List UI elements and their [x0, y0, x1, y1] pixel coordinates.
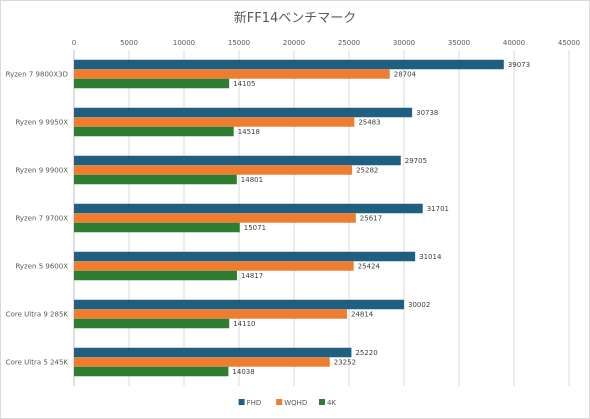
bar-4k	[74, 222, 240, 233]
category-label: Ryzen 7 9700X	[15, 215, 68, 223]
bars	[74, 59, 504, 377]
legend-swatch-wqhd	[276, 399, 283, 405]
value-label: 25220	[355, 349, 377, 357]
bar-wqhd	[74, 213, 356, 223]
bar-4k	[74, 126, 234, 137]
bar-fhd	[74, 59, 504, 70]
legend-label-4k: 4K	[327, 399, 336, 407]
legend-label-wqhd: WQHD	[284, 399, 307, 407]
bar-wqhd	[74, 357, 330, 367]
value-label: 14518	[238, 128, 260, 136]
value-label: 25483	[358, 119, 380, 127]
category-label: Ryzen 9 9900X	[15, 167, 68, 175]
chart-title: 新FF14ベンチマーク	[234, 10, 357, 26]
x-tick-label: 15000	[228, 39, 250, 47]
bar-fhd	[74, 251, 416, 262]
category-label: Ryzen 9 9950X	[15, 119, 68, 127]
value-label: 30738	[416, 109, 438, 117]
x-tick-label: 0	[72, 39, 76, 47]
x-tick-label: 5000	[120, 39, 138, 47]
category-label: Core Ultra 9 285K	[6, 311, 69, 319]
bar-4k	[74, 366, 229, 377]
x-tick-label: 35000	[448, 39, 470, 47]
value-label: 25282	[356, 167, 378, 175]
value-label: 14105	[233, 80, 255, 88]
gridlines	[73, 50, 570, 386]
bar-wqhd	[74, 117, 355, 127]
bar-wqhd	[74, 261, 354, 271]
category-label: Core Ultra 5 245K	[6, 359, 69, 367]
category-label: Ryzen 5 9600X	[15, 263, 68, 271]
value-label: 14110	[233, 320, 255, 328]
value-label: 31701	[427, 205, 449, 213]
bar-4k	[74, 318, 230, 329]
bar-fhd	[74, 347, 352, 358]
value-label: 14817	[241, 272, 263, 280]
bar-fhd	[74, 299, 405, 310]
bar-wqhd	[74, 309, 347, 319]
value-label: 30002	[408, 301, 430, 309]
bar-fhd	[74, 107, 413, 118]
value-label: 29705	[405, 157, 427, 165]
bar-4k	[74, 270, 237, 281]
x-axis-ticks: 0 5000 10000 15000 20000 25000 30000 35000 40000…	[72, 39, 580, 47]
x-tick-label: 45000	[558, 39, 580, 47]
x-tick-label: 25000	[338, 39, 360, 47]
x-tick-label: 20000	[283, 39, 305, 47]
legend-label-fhd: FHD	[247, 399, 262, 407]
bar-wqhd	[74, 165, 353, 175]
legend-swatch-fhd	[238, 399, 245, 405]
value-label: 24814	[351, 311, 374, 319]
category-labels: Ryzen 7 9800X3D Ryzen 9 9950X Ryzen 9 9900…	[6, 71, 69, 367]
legend-swatch-4k	[319, 399, 325, 405]
bar-fhd	[74, 203, 423, 214]
value-label: 28704	[394, 71, 417, 79]
bar-fhd	[74, 155, 401, 166]
value-label: 39073	[508, 61, 530, 69]
value-label: 14038	[232, 368, 254, 376]
bar-4k	[74, 174, 237, 185]
x-tick-label: 30000	[393, 39, 415, 47]
value-label: 14801	[241, 176, 263, 184]
value-labels: 39073 28704 14105 30738 25483 14518 29705 25282…	[232, 61, 530, 376]
category-label: Ryzen 7 9800X3D	[6, 71, 68, 79]
value-label: 23252	[334, 359, 356, 367]
bar-wqhd	[74, 69, 390, 79]
legend: FHD WQHD 4K	[238, 399, 336, 407]
x-tick-label: 40000	[503, 39, 525, 47]
bar-4k	[74, 78, 230, 89]
x-tick-label: 10000	[173, 39, 195, 47]
value-label: 25617	[360, 215, 382, 223]
value-label: 15071	[244, 224, 266, 232]
value-label: 31014	[419, 253, 442, 261]
value-label: 25424	[358, 263, 381, 271]
